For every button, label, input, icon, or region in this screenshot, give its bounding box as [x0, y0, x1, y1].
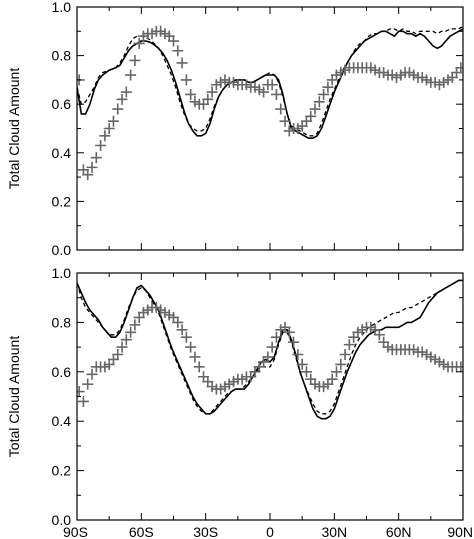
y-tick-label: 0.4	[52, 145, 72, 161]
data-point	[300, 366, 312, 378]
data-point	[120, 334, 132, 346]
data-point	[116, 93, 128, 105]
x-tick-label: 90N	[447, 524, 473, 539]
data-point	[318, 88, 330, 100]
data-point	[185, 88, 197, 100]
data-point	[176, 324, 188, 336]
data-point	[180, 331, 192, 343]
y-axis-label: Total Cloud Amount	[6, 336, 22, 458]
series-line-solid	[77, 28, 463, 139]
series-group	[77, 279, 463, 420]
data-point	[112, 349, 124, 361]
data-point	[270, 88, 282, 100]
x-tick-label: 0	[266, 524, 274, 539]
data-point	[275, 103, 287, 115]
data-point	[120, 86, 132, 98]
chart-panel-1: 0.0 0.2 0.4 0.6 0.8 1.0 Total Cloud Amount	[6, 0, 464, 258]
data-point	[176, 57, 188, 69]
data-point	[172, 316, 184, 328]
data-point	[335, 358, 347, 370]
series-markers-3	[77, 25, 463, 181]
x-tick-label: 30N	[321, 524, 347, 539]
series-line-dashed	[77, 279, 463, 415]
y-tick-label: 0.2	[52, 193, 72, 209]
data-point	[288, 336, 300, 348]
data-point	[189, 351, 201, 363]
data-point	[339, 349, 351, 361]
data-point	[262, 351, 274, 363]
data-point	[82, 169, 94, 181]
x-tick-label: 90S	[63, 524, 88, 539]
y-tick-label: 1.0	[52, 0, 72, 15]
data-point	[330, 366, 342, 378]
data-point	[125, 326, 137, 338]
series-markers-3	[77, 302, 463, 407]
chart-panel-2: 0.0 0.2 0.4 0.6 0.8 1.0 90S 60S 30S 0 30N 60N 90N Tot…	[6, 265, 473, 539]
y-tick-label: 0.0	[52, 242, 72, 258]
data-point	[103, 123, 115, 134]
data-point	[95, 140, 107, 152]
data-point	[112, 103, 124, 115]
data-point	[193, 361, 205, 373]
data-point	[180, 74, 192, 86]
data-point	[266, 341, 278, 353]
data-point	[202, 93, 214, 105]
y-tick-label: 0.2	[52, 463, 72, 479]
y-tick-label: 1.0	[52, 265, 72, 281]
data-point	[326, 373, 338, 385]
data-point	[305, 110, 317, 122]
y-tick-label: 0.8	[52, 314, 72, 330]
data-point	[270, 331, 282, 343]
data-point	[86, 368, 98, 380]
data-point	[309, 103, 321, 115]
y-axis-label: Total Cloud Amount	[6, 68, 22, 190]
data-point	[133, 37, 145, 49]
data-point	[296, 358, 308, 370]
data-point	[77, 395, 89, 407]
data-point	[172, 45, 184, 57]
data-point	[455, 361, 463, 373]
data-point	[206, 86, 218, 98]
data-point	[99, 130, 111, 142]
series-group	[77, 25, 463, 181]
data-point	[125, 69, 137, 81]
y-tick-label: 0.8	[52, 48, 72, 64]
data-point	[82, 378, 94, 390]
data-point	[343, 339, 355, 351]
data-point	[185, 341, 197, 353]
y-tick-label: 0.4	[52, 413, 72, 429]
data-point	[168, 35, 179, 47]
data-point	[258, 86, 270, 98]
plot-frame	[76, 272, 464, 521]
data-point	[322, 81, 334, 93]
data-point	[279, 115, 291, 127]
data-point	[129, 319, 141, 331]
data-point	[90, 152, 102, 164]
data-point	[129, 54, 141, 66]
x-tick-label: 30S	[193, 524, 218, 539]
data-point	[292, 349, 304, 361]
y-tick-label: 0.6	[52, 364, 72, 380]
data-point	[86, 161, 98, 173]
data-point	[283, 326, 295, 338]
data-point	[313, 96, 325, 108]
x-tick-label: 60N	[386, 524, 412, 539]
data-point	[116, 341, 128, 353]
y-tick-label: 0.0	[52, 512, 72, 528]
data-point	[107, 115, 119, 127]
series-line-solid	[77, 279, 463, 420]
data-point	[373, 329, 385, 341]
data-point	[455, 62, 463, 74]
y-tick-label: 0.6	[52, 96, 72, 112]
data-point	[77, 386, 85, 398]
data-point	[266, 79, 278, 91]
x-tick-label: 60S	[129, 524, 154, 539]
